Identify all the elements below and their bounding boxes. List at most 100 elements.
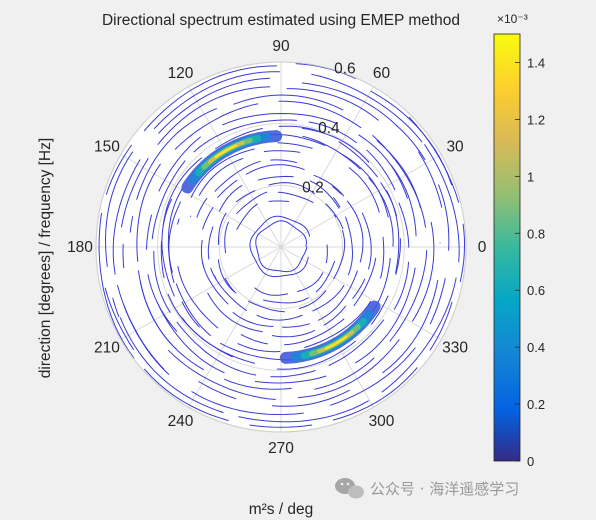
contour-line: [160, 241, 165, 279]
contour-line: [177, 218, 180, 225]
contour-line: [298, 290, 327, 309]
contour-line: [268, 182, 316, 195]
contour-line: [207, 292, 263, 333]
y-axis-label: direction [degrees] / frequency [Hz]: [37, 138, 54, 378]
contour-line: [247, 300, 285, 313]
contour-line: [368, 177, 394, 247]
contour-line: [191, 390, 304, 416]
contour-line: [233, 94, 344, 111]
contour-line: [424, 144, 460, 263]
contour-line: [429, 278, 446, 325]
contour-line: [382, 279, 439, 374]
contour-line: [136, 107, 218, 200]
contour-line: [398, 202, 410, 248]
contour-line: [302, 135, 361, 170]
contour-line: [222, 112, 337, 126]
contour-line: [309, 180, 340, 209]
contour-line: [277, 191, 314, 204]
contour-line: [297, 339, 400, 399]
contour-line: [137, 270, 205, 371]
contour-line: [330, 347, 416, 406]
grid-spoke: [120, 246, 282, 340]
contour-line: [156, 301, 225, 374]
contour-line: [177, 265, 219, 329]
contour-line: [104, 151, 134, 267]
contour-line: [236, 191, 268, 215]
contour-line: [301, 127, 370, 163]
contour-line: [210, 267, 248, 312]
contour-line: [162, 157, 203, 226]
colorbar-exponent: ×10⁻³: [497, 12, 528, 26]
contour-line: [372, 134, 427, 228]
contour-line: [268, 200, 290, 202]
contour-line: [240, 334, 268, 345]
theta-tick-label: 150: [94, 139, 120, 156]
contour-line: [325, 203, 344, 230]
contour-line: [344, 216, 354, 276]
contour-line: [254, 375, 327, 384]
contour-line: [119, 317, 224, 414]
contour-line: [235, 190, 256, 203]
grid-spoke: [120, 154, 282, 248]
contour-line: [136, 163, 162, 262]
contour-line: [256, 314, 303, 321]
contour-line: [358, 134, 408, 199]
contour-line: [158, 136, 202, 192]
colorbar-tick-label: 0.6: [527, 283, 545, 298]
contour-line: [117, 285, 170, 375]
contour-line: [167, 187, 184, 284]
colorbar-tick-label: 1.2: [527, 112, 545, 127]
contour-line: [214, 160, 261, 192]
theta-tick-label: 0: [478, 239, 487, 256]
contour-line: [333, 229, 346, 280]
contour-line: [346, 200, 364, 263]
contour-line: [217, 259, 235, 293]
contour-line: [313, 174, 345, 197]
contour-line: [408, 116, 460, 203]
contour-line: [223, 378, 292, 390]
contour-line: [254, 287, 289, 296]
contour-line: [112, 297, 120, 318]
contour-line: [353, 257, 377, 307]
contour-line: [295, 63, 357, 80]
contour-line: [161, 198, 175, 297]
contour-line: [104, 287, 135, 351]
grid-spoke: [188, 86, 282, 248]
contour-line: [332, 367, 418, 421]
contour-line: [146, 214, 153, 250]
contour-line: [257, 175, 294, 181]
colorbar-ticks: 0 0.2 0.4 0.6 0.8 1 1.2 1.4: [515, 55, 545, 469]
radial-tick-label: 0.4: [318, 120, 340, 137]
contour-line: [366, 149, 396, 191]
contour-line: [270, 159, 298, 164]
radial-tick-label: 0.6: [334, 60, 356, 77]
contour-line: [217, 179, 238, 199]
theta-tick-label: 330: [442, 340, 468, 357]
contour-lines: [98, 63, 466, 428]
contour-line: [112, 159, 141, 275]
theta-tick-label: 180: [67, 239, 93, 256]
contour-line: [315, 260, 336, 293]
contour-line: [249, 215, 311, 278]
contour-line: [348, 167, 380, 213]
contour-line: [313, 357, 375, 390]
contour-line: [342, 154, 389, 218]
contour-line: [284, 318, 345, 346]
contour-line: [198, 380, 237, 400]
colorbar-tick-label: 0.2: [527, 397, 545, 412]
theta-tick-label: 120: [168, 65, 194, 82]
contour-line: [389, 250, 428, 342]
contour-line: [278, 125, 325, 134]
contour-line: [338, 141, 378, 178]
contour-line: [224, 277, 237, 294]
contour-line: [390, 165, 417, 237]
contour-line: [217, 212, 227, 245]
watermark: 公众号 · 海洋遥感学习: [335, 478, 519, 499]
contour-line: [181, 301, 200, 328]
colorbar-tick-label: 0.8: [527, 226, 545, 241]
theta-tick-label: 210: [94, 340, 120, 357]
contour-line: [278, 100, 362, 129]
contour-line: [158, 77, 271, 134]
contour-line: [249, 424, 313, 428]
